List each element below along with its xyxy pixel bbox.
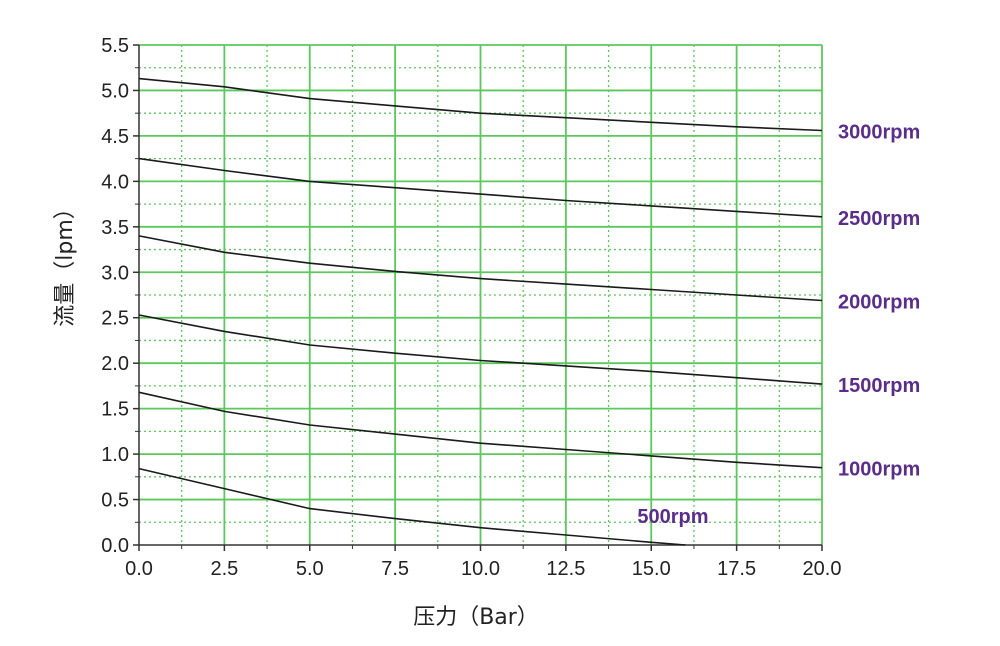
series-line-1000rpm bbox=[138, 391, 823, 469]
series-label-2500rpm: 2500rpm bbox=[838, 208, 920, 230]
x-axis-ticks: 0.0 2.5 5.0 7.5 10.0 12.5 15.0 17.5 20.0 bbox=[125, 545, 841, 580]
x-tick-label: 2.5 bbox=[210, 558, 238, 580]
series-labels: 3000rpm 2500rpm 2000rpm 1500rpm 1000rpm 500rp… bbox=[637, 121, 920, 528]
x-tick-label: 0.0 bbox=[125, 558, 153, 580]
series-label-2000rpm: 2000rpm bbox=[838, 291, 920, 313]
series-lines bbox=[138, 77, 823, 546]
series-line-3000rpm bbox=[138, 77, 823, 132]
series-label-1000rpm: 1000rpm bbox=[838, 459, 920, 481]
y-tick-label: 3.0 bbox=[101, 262, 129, 284]
x-tick-label: 17.5 bbox=[717, 558, 756, 580]
series-line-2000rpm bbox=[138, 235, 823, 302]
y-axis-ticks: 0.0 0.5 1.0 1.5 2.0 2.5 3.0 3.5 4.0 4.5 5.0 5.5 bbox=[101, 35, 139, 557]
y-tick-label: 4.5 bbox=[101, 126, 129, 148]
series-label-1500rpm: 1500rpm bbox=[838, 375, 920, 397]
series-label-3000rpm: 3000rpm bbox=[838, 121, 920, 143]
y-tick-label: 5.0 bbox=[101, 80, 129, 102]
y-tick-label: 4.0 bbox=[101, 171, 129, 193]
y-tick-label: 1.0 bbox=[101, 444, 129, 466]
major-gridlines bbox=[139, 44, 823, 545]
series-line-2500rpm bbox=[138, 157, 823, 218]
y-tick-label: 2.5 bbox=[101, 308, 129, 330]
y-tick-label: 0.5 bbox=[101, 490, 129, 512]
x-tick-label: 5.0 bbox=[296, 558, 324, 580]
y-tick-label: 1.5 bbox=[101, 399, 129, 421]
y-tick-label: 3.5 bbox=[101, 217, 129, 239]
x-tick-label: 20.0 bbox=[803, 558, 842, 580]
x-tick-label: 10.0 bbox=[461, 558, 500, 580]
series-line-500rpm bbox=[138, 467, 686, 546]
series-label-500rpm: 500rpm bbox=[637, 506, 708, 528]
y-axis-title: 流量（lpm） bbox=[53, 197, 78, 327]
x-tick-label: 12.5 bbox=[546, 558, 585, 580]
y-tick-label: 0.0 bbox=[101, 535, 129, 557]
x-axis-title: 压力（Bar） bbox=[413, 605, 539, 630]
y-tick-label: 5.5 bbox=[101, 35, 129, 57]
x-tick-label: 7.5 bbox=[381, 558, 409, 580]
series-line-1500rpm bbox=[138, 314, 823, 385]
x-tick-label: 15.0 bbox=[632, 558, 671, 580]
y-tick-label: 2.0 bbox=[101, 353, 129, 375]
